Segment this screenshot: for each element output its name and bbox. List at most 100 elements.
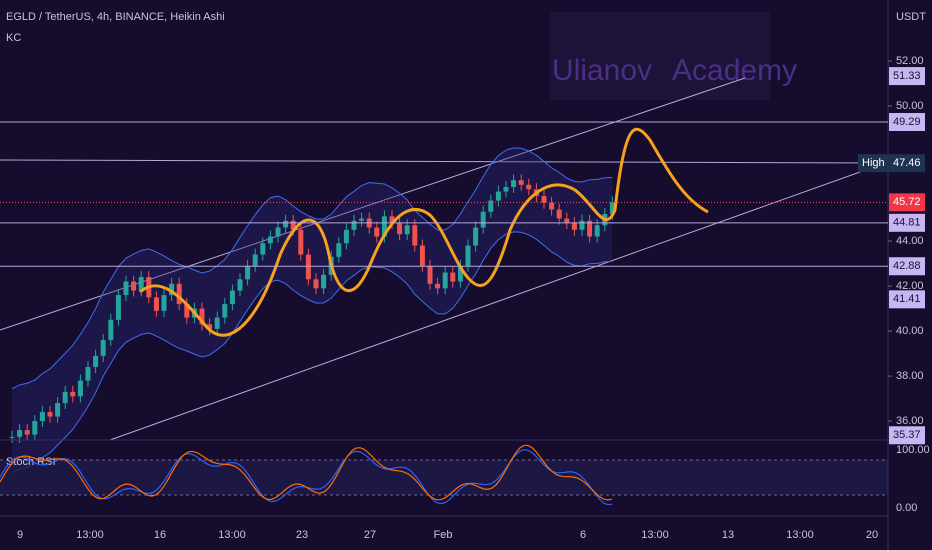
candle	[32, 421, 38, 435]
y-tick-label: 38.00	[896, 370, 924, 382]
y-tick-label: 50.00	[896, 100, 924, 112]
x-tick-label: 27	[364, 529, 376, 541]
candle	[556, 209, 562, 219]
y-tick-label: 36.00	[896, 415, 924, 427]
high-value: 47.46	[893, 157, 921, 169]
projection-curve	[139, 127, 709, 337]
candle	[321, 274, 327, 289]
candle	[374, 227, 380, 237]
candle	[123, 281, 129, 296]
candle	[419, 245, 425, 266]
candle	[229, 290, 235, 305]
x-tick-label: 9	[17, 529, 23, 541]
y-tick-label: 44.00	[896, 235, 924, 247]
candle	[184, 304, 190, 318]
candle	[207, 324, 213, 329]
candle	[549, 202, 555, 210]
high-box	[858, 154, 925, 173]
candle	[9, 436, 15, 438]
candle	[115, 295, 121, 320]
candle	[161, 295, 167, 311]
candle	[473, 227, 479, 246]
candle	[153, 297, 159, 311]
candle	[260, 243, 266, 255]
candle	[252, 254, 258, 266]
watermark-box	[550, 12, 770, 100]
candle	[267, 236, 273, 244]
current-price-box	[889, 193, 925, 212]
candle	[495, 191, 501, 201]
price-tag-label: 42.88	[893, 260, 921, 272]
candle	[305, 254, 311, 280]
candle	[579, 220, 585, 230]
price-tag-box	[889, 426, 925, 445]
price-tag-label: 44.81	[893, 217, 921, 229]
kc-upper	[11, 147, 613, 390]
candle	[427, 265, 433, 284]
kc-fill	[12, 147, 613, 473]
candle	[290, 220, 296, 230]
rsi-tick-label: 0.00	[896, 502, 917, 514]
candle	[488, 200, 494, 212]
x-tick-label: 23	[296, 529, 308, 541]
candle	[503, 187, 509, 192]
candle	[70, 391, 76, 397]
candle	[343, 229, 349, 244]
candle	[214, 317, 220, 329]
candle	[222, 304, 228, 318]
rsi-band	[0, 460, 888, 495]
price-tag-box	[889, 213, 925, 232]
candle	[169, 283, 175, 296]
price-tag-box	[889, 257, 925, 276]
candle	[571, 223, 577, 230]
stoch-d	[0, 444, 613, 501]
current-price-label: 45.72	[893, 196, 921, 208]
candle	[389, 216, 395, 224]
watermark-first: Ulianov	[552, 54, 652, 87]
x-tick-label: 6	[580, 529, 586, 541]
symbol-title: EGLD / TetherUS, 4h, BINANCE, Heikin Ash…	[6, 11, 225, 23]
candle	[609, 202, 615, 215]
x-tick-label: 13:00	[218, 529, 246, 541]
candle	[511, 180, 517, 188]
x-tick-label: 13:00	[786, 529, 814, 541]
candle	[237, 279, 243, 291]
candle	[77, 380, 83, 397]
candle	[457, 265, 463, 282]
candle	[336, 243, 342, 257]
candle	[541, 196, 547, 203]
price-tag-box	[889, 67, 925, 86]
candle	[313, 279, 319, 289]
channel-lower	[109, 161, 889, 441]
candle	[564, 218, 570, 224]
x-tick-label: 13	[722, 529, 734, 541]
candle	[199, 308, 205, 325]
candle	[176, 283, 182, 305]
candle	[24, 430, 30, 435]
candle	[47, 412, 53, 417]
candle	[397, 223, 403, 235]
candle	[100, 340, 106, 356]
candle	[404, 225, 410, 235]
x-tick-label: 13:00	[76, 529, 104, 541]
candle	[480, 211, 486, 228]
y-tick-label: 40.00	[896, 325, 924, 337]
candle	[412, 225, 418, 246]
candle	[518, 180, 524, 185]
candle	[62, 391, 68, 404]
candle	[17, 430, 23, 437]
candle	[435, 283, 441, 289]
price-tag-label: 51.33	[893, 70, 921, 82]
high-name: High	[862, 157, 885, 169]
y-tick-label: 52.00	[896, 55, 924, 67]
x-tick-label: 13:00	[641, 529, 669, 541]
candle	[55, 403, 61, 417]
price-tag-box	[889, 290, 925, 309]
candle	[283, 220, 289, 228]
y-tick-label: 42.00	[896, 280, 924, 292]
candle	[594, 225, 600, 237]
x-tick-label: Feb	[434, 529, 453, 541]
price-tag-label: 49.29	[893, 116, 921, 128]
rsi-tick-label: 100.00	[896, 444, 930, 456]
candle	[381, 216, 387, 237]
